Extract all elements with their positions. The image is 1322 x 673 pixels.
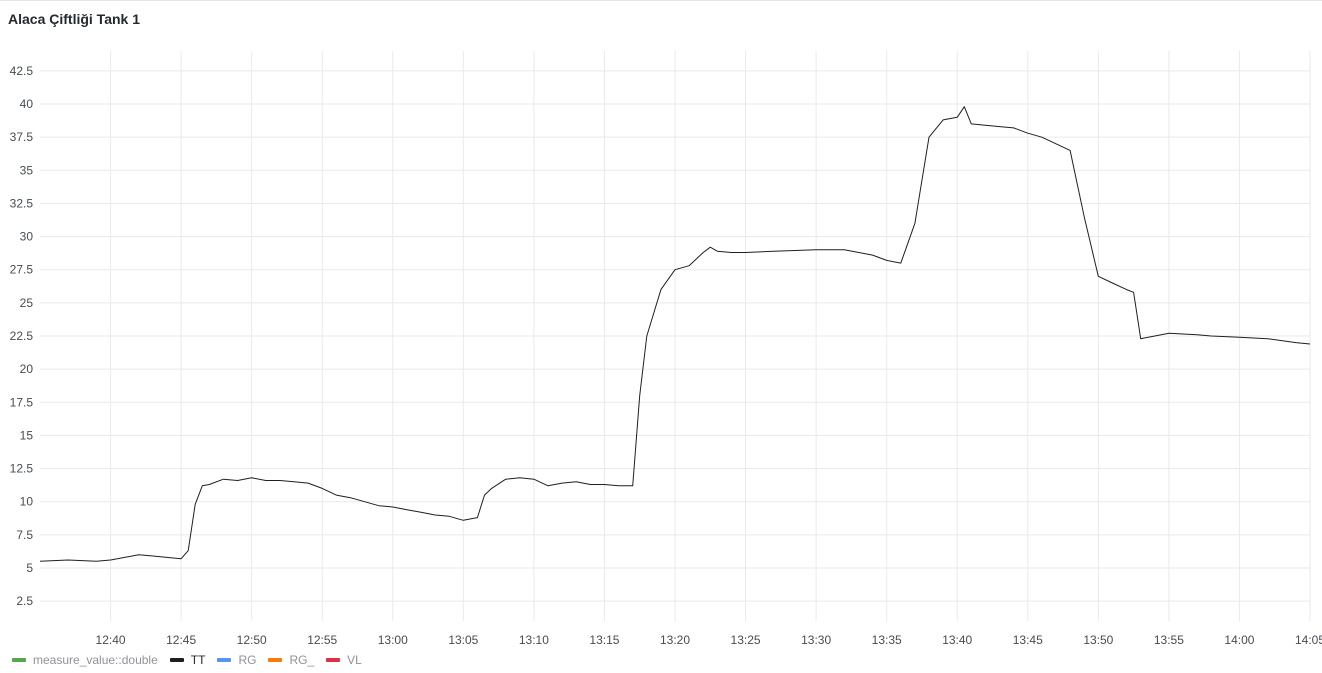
y-tick-label: 30	[20, 230, 34, 244]
x-tick-label: 13:30	[801, 633, 831, 647]
y-tick-label: 42.5	[10, 64, 34, 78]
legend-label: TT	[190, 653, 206, 667]
x-tick-label: 13:40	[942, 633, 972, 647]
panel-title: Alaca Çiftliği Tank 1	[8, 11, 140, 27]
x-tick-label: 13:00	[378, 633, 408, 647]
x-tick-label: 14:00	[1224, 633, 1254, 647]
legend: measure_value::double TT RG RG_ VL	[12, 653, 362, 667]
legend-item[interactable]: RG_	[268, 653, 314, 667]
line-chart: 2.5 5 7.5 10 12.5 15 17.5 20 22.5 25 27.5 30 32.5 35 3…	[10, 51, 1322, 647]
legend-swatch	[12, 658, 26, 662]
y-tick-label: 12.5	[10, 462, 34, 476]
y-tick-label: 2.5	[16, 594, 33, 608]
y-tick-label: 27.5	[10, 263, 34, 277]
legend-item[interactable]: measure_value::double	[12, 653, 158, 667]
x-axis: 12:40 12:45 12:50 12:55 13:00 13:05 13:10 13:15…	[96, 633, 1322, 647]
x-tick-label: 13:45	[1013, 633, 1043, 647]
y-tick-label: 32.5	[10, 196, 34, 210]
x-tick-label: 13:25	[731, 633, 761, 647]
x-tick-label: 12:55	[307, 633, 337, 647]
x-tick-label: 13:20	[660, 633, 690, 647]
y-tick-label: 40	[20, 97, 34, 111]
x-tick-label: 13:15	[589, 633, 619, 647]
legend-swatch	[326, 658, 341, 662]
y-tick-label: 10	[20, 495, 34, 509]
legend-label: RG_	[289, 653, 315, 667]
y-axis: 2.5 5 7.5 10 12.5 15 17.5 20 22.5 25 27.5 30 32.5 35 3…	[10, 64, 34, 608]
series-line-tt	[39, 106, 1311, 562]
x-tick-label: 12:50	[237, 633, 267, 647]
y-tick-label: 15	[20, 428, 34, 442]
y-tick-label: 35	[20, 163, 34, 177]
series-layer	[39, 106, 1311, 562]
x-tick-label: 13:35	[872, 633, 902, 647]
x-tick-label: 13:50	[1083, 633, 1113, 647]
y-tick-label: 37.5	[10, 130, 34, 144]
x-tick-label: 12:40	[96, 633, 126, 647]
y-tick-label: 17.5	[10, 395, 34, 409]
y-tick-label: 20	[20, 362, 34, 376]
legend-label: RG	[238, 653, 257, 667]
x-tick-label: 14:05	[1295, 633, 1322, 647]
x-tick-label: 12:45	[166, 633, 196, 647]
legend-swatch	[268, 658, 283, 662]
legend-item[interactable]: RG	[217, 653, 256, 667]
grid	[40, 51, 1311, 621]
x-tick-label: 13:10	[519, 633, 549, 647]
x-tick-label: 13:05	[448, 633, 478, 647]
y-tick-label: 7.5	[16, 528, 33, 542]
legend-swatch	[217, 658, 232, 662]
y-tick-label: 22.5	[10, 329, 34, 343]
legend-label: measure_value::double	[33, 653, 158, 667]
legend-item[interactable]: VL	[326, 653, 362, 667]
legend-item[interactable]: TT	[169, 653, 206, 667]
x-tick-label: 13:55	[1154, 633, 1184, 647]
y-tick-label: 5	[26, 561, 33, 575]
legend-swatch	[169, 658, 184, 662]
legend-label: VL	[347, 653, 362, 667]
y-tick-label: 25	[20, 296, 34, 310]
